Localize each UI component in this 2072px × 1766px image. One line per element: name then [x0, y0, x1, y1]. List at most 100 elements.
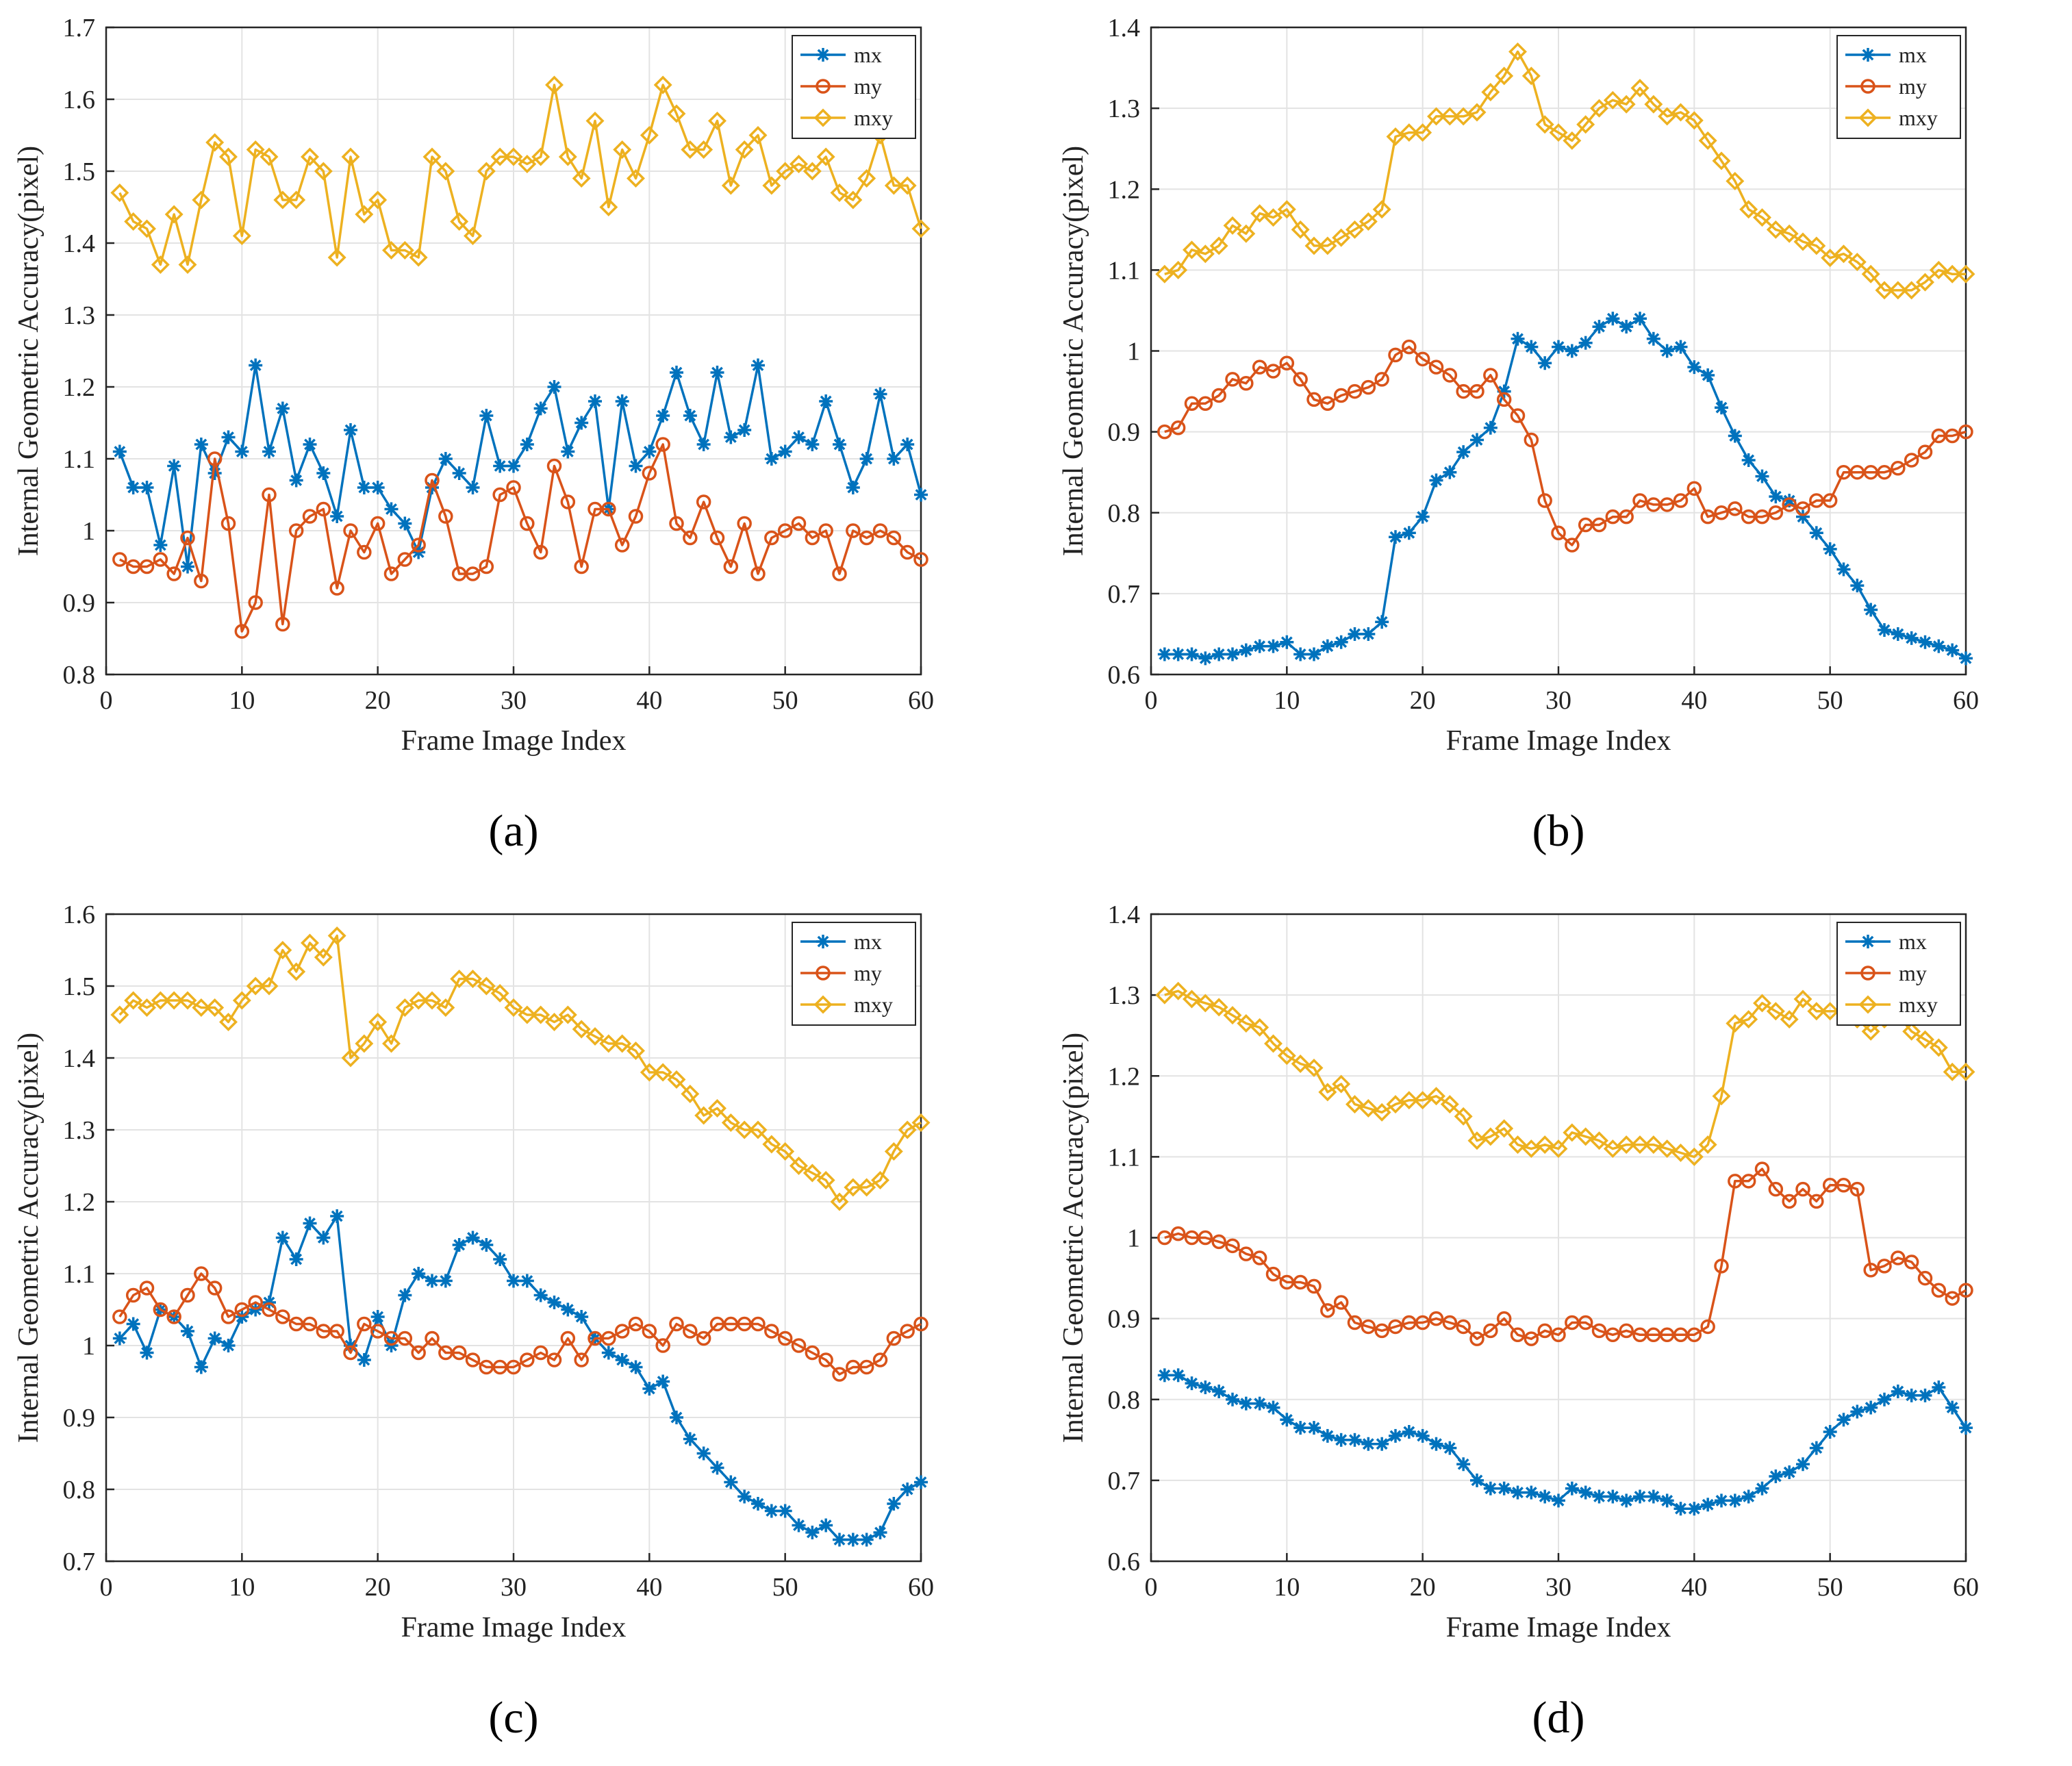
data-point-my — [1279, 1274, 1295, 1290]
data-point-mx — [683, 409, 697, 422]
data-point-my — [1469, 383, 1484, 399]
data-point-mxy — [585, 112, 605, 130]
data-point-mx — [656, 1374, 670, 1389]
data-point-mx — [1252, 639, 1267, 653]
data-point-mx — [1755, 1481, 1769, 1496]
data-point-mxy — [1888, 281, 1908, 300]
data-point-mxy — [1508, 42, 1527, 61]
data-point-my — [383, 566, 399, 581]
series-line-my — [118, 1272, 922, 1376]
data-point-mxy — [816, 1171, 835, 1189]
data-point-mxy — [558, 147, 577, 166]
data-point-mx — [249, 358, 263, 373]
y-tick-label: 1.1 — [1108, 256, 1141, 285]
data-point-my — [1836, 1177, 1852, 1193]
data-point-my — [683, 530, 698, 546]
data-point-my — [1728, 1174, 1743, 1189]
data-point-mxy — [1861, 264, 1880, 283]
legend-label-my: my — [1899, 961, 1927, 985]
data-point-mxy — [1277, 200, 1296, 219]
data-point-mxy — [314, 162, 333, 181]
data-point-my — [1388, 1319, 1403, 1335]
data-point-my — [411, 538, 426, 553]
data-point-mxy — [1671, 1143, 1690, 1162]
data-point-mxy — [1712, 1087, 1731, 1106]
data-point-mxy — [1590, 1131, 1608, 1150]
data-point-my — [1822, 1177, 1838, 1193]
y-tick-label: 1.5 — [63, 157, 96, 186]
data-point-mxy — [1712, 151, 1731, 171]
data-point-my — [520, 516, 535, 531]
data-point-mx — [1524, 1485, 1539, 1500]
data-point-mxy — [572, 1020, 591, 1039]
data-point-my — [614, 538, 630, 553]
legend-marker-mx — [816, 48, 830, 62]
data-point-mx — [1660, 1493, 1674, 1508]
data-point-mxy — [762, 1135, 781, 1154]
x-tick-label: 60 — [908, 686, 934, 715]
data-point-mxy — [1155, 985, 1174, 1005]
data-point-mxy — [1793, 232, 1812, 251]
y-tick-label: 1.4 — [1108, 14, 1141, 42]
data-point-mx — [140, 1346, 154, 1360]
data-point-mxy — [1617, 94, 1636, 114]
data-point-mx — [466, 481, 480, 494]
data-point-mx — [1823, 1425, 1837, 1439]
data-point-my — [1361, 1319, 1376, 1335]
data-point-mx — [1932, 639, 1946, 653]
data-point-mx — [1687, 360, 1702, 375]
data-point-mx — [1904, 1388, 1919, 1402]
data-point-mx — [126, 481, 140, 494]
data-point-my — [859, 1359, 874, 1375]
data-point-my — [601, 1330, 616, 1346]
y-tick-label: 0.9 — [1108, 1305, 1141, 1334]
data-point-mx — [1443, 465, 1457, 479]
data-point-mx — [1878, 623, 1891, 638]
x-tick-label: 0 — [100, 1573, 113, 1602]
data-point-my — [357, 544, 372, 560]
y-tick-label: 0.6 — [1108, 661, 1141, 690]
chart-panel-a: 0 10 20 30 40 50 60 0.8 0.9 1 1.1 1.2 1.3 1.4 1.5 1.6 1.… — [0, 0, 1027, 876]
data-point-mx — [887, 452, 901, 466]
data-point-mxy — [1698, 1135, 1717, 1155]
data-point-mxy — [545, 1013, 564, 1031]
data-point-my — [438, 509, 453, 524]
data-point-mxy — [1209, 998, 1228, 1017]
data-point-mxy — [911, 219, 931, 238]
data-point-mxy — [232, 991, 251, 1010]
data-point-my — [1402, 339, 1417, 355]
data-point-mxy — [599, 198, 618, 216]
data-point-my — [465, 1352, 481, 1367]
data-point-mxy — [1780, 224, 1799, 243]
data-point-mx — [520, 1274, 534, 1288]
legend: mx my mxy — [792, 35, 916, 139]
data-point-my — [343, 523, 358, 538]
data-point-my — [1211, 1234, 1226, 1250]
data-point-mxy — [219, 147, 238, 166]
data-point-my — [1428, 1311, 1444, 1326]
data-point-mxy — [694, 140, 713, 159]
data-point-mxy — [708, 112, 727, 130]
panel-label: (c) — [488, 1693, 538, 1743]
data-point-mx — [140, 481, 154, 494]
data-point-my — [1659, 497, 1675, 512]
data-point-mxy — [748, 126, 768, 144]
data-point-mx — [1483, 420, 1498, 435]
data-point-mx — [289, 473, 303, 488]
data-point-mxy — [844, 190, 863, 210]
data-point-mx — [1823, 542, 1837, 556]
data-point-mx — [547, 1296, 561, 1309]
data-point-my — [139, 559, 155, 575]
data-point-my — [1863, 1263, 1878, 1278]
data-point-mx — [751, 1497, 765, 1511]
data-point-mxy — [341, 147, 360, 166]
data-point-mx — [1334, 1433, 1348, 1447]
data-point-mxy — [1372, 1102, 1391, 1122]
data-point-mxy — [301, 933, 319, 953]
data-point-mx — [303, 438, 317, 451]
data-point-mxy — [1332, 1074, 1351, 1094]
data-point-mxy — [1467, 103, 1487, 122]
data-point-mxy — [1440, 107, 1459, 126]
data-point-my — [343, 1345, 358, 1361]
data-point-mxy — [504, 998, 523, 1017]
